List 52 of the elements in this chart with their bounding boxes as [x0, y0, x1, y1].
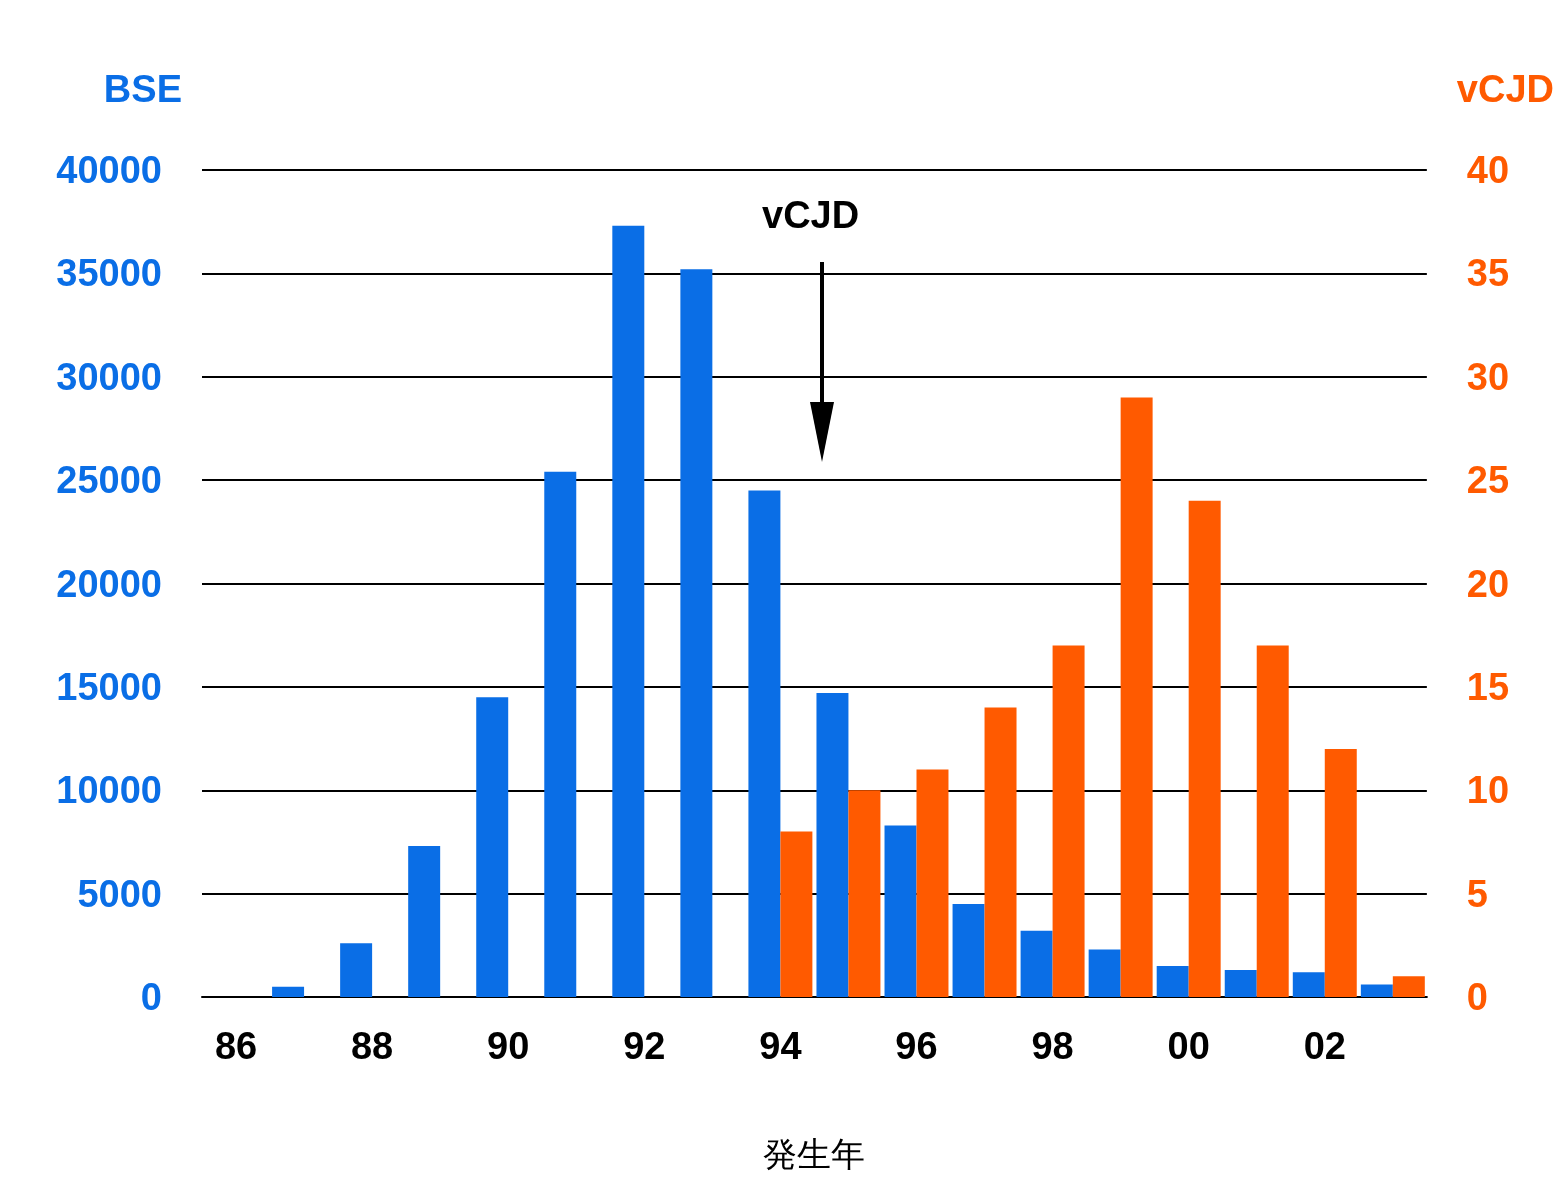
bar	[1224, 970, 1257, 997]
bar	[544, 471, 577, 997]
y2-tick-label: 10	[1466, 769, 1510, 812]
y-axis-title: BSE	[103, 68, 182, 110]
bar	[1052, 645, 1085, 997]
y2-tick-label: 35	[1466, 252, 1510, 295]
annotation: vCJD	[762, 194, 860, 237]
x-tick-label: 88	[350, 1025, 394, 1067]
x-tick-label: 02	[1303, 1025, 1346, 1067]
x-axis-title: 発生年	[763, 1135, 866, 1173]
bar	[680, 269, 713, 997]
bar	[612, 225, 645, 997]
bar	[272, 986, 305, 997]
bar	[1020, 930, 1053, 997]
bar	[340, 943, 373, 997]
y2-axis-title: vCJD	[1456, 68, 1554, 110]
bar	[408, 846, 441, 997]
x-tick-label: 94	[759, 1025, 802, 1067]
y2-tick-label: 20	[1466, 562, 1510, 605]
y2-tick-label: 0	[1466, 976, 1488, 1018]
x-tick-label: 98	[1031, 1025, 1074, 1067]
bar	[984, 707, 1017, 997]
x-tick-label: 86	[214, 1025, 258, 1067]
y-tick-label: 10000	[56, 769, 162, 812]
y-tick-label: 0	[140, 976, 162, 1018]
bar	[1256, 645, 1289, 997]
bar	[780, 831, 813, 997]
x-tick-label: 92	[623, 1025, 666, 1067]
bar	[1156, 965, 1189, 997]
x-tick-label: 90	[487, 1025, 530, 1067]
y-tick-label: 40000	[56, 149, 162, 191]
bar	[1088, 949, 1121, 997]
bar	[748, 490, 781, 997]
y-tick-label: 20000	[56, 562, 162, 605]
y2-tick-label: 5	[1466, 872, 1488, 915]
y2-tick-label: 30	[1466, 355, 1510, 398]
x-tick-label: 96	[895, 1025, 938, 1067]
y-tick-label: 35000	[56, 252, 162, 295]
y2-tick-label: 15	[1466, 665, 1510, 708]
y-tick-label: 15000	[56, 665, 162, 708]
x-tick-label: 00	[1167, 1025, 1210, 1067]
bar	[1188, 500, 1221, 997]
bar	[476, 697, 509, 997]
y2-tick-label: 25	[1466, 459, 1510, 502]
bar	[952, 903, 985, 997]
y-tick-label: 5000	[77, 872, 162, 915]
bar	[1120, 397, 1153, 997]
y2-tick-label: 40	[1466, 149, 1510, 191]
bar	[1324, 748, 1357, 997]
bar	[1292, 972, 1325, 997]
y-tick-label: 30000	[56, 355, 162, 398]
y-tick-label: 25000	[56, 459, 162, 502]
